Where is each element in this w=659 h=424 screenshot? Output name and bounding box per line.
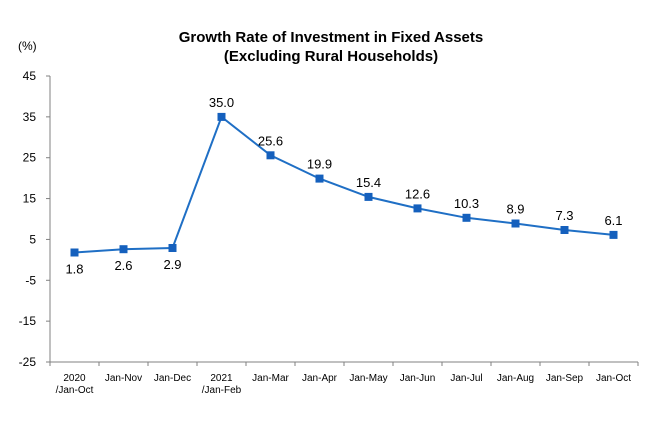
data-label: 1.8 <box>65 262 83 277</box>
x-tick-label: Jan-Sep <box>546 373 584 384</box>
data-label: 19.9 <box>307 157 332 172</box>
chart-subtitle: (Excluding Rural Households) <box>224 48 438 65</box>
x-tick-label: Jan-Mar <box>252 373 289 384</box>
data-label: 8.9 <box>506 201 524 216</box>
series-line-group <box>70 112 618 257</box>
data-label: 7.3 <box>555 208 573 223</box>
y-tick-label: -25 <box>19 355 37 369</box>
x-tick-label: Jan-Aug <box>497 373 534 384</box>
data-label: 2.9 <box>163 257 181 272</box>
x-tick-label: Jan-Nov <box>105 373 142 384</box>
data-point-marker <box>266 151 275 160</box>
data-point-marker <box>364 192 373 201</box>
axes <box>49 76 638 363</box>
y-tick-label: 45 <box>23 69 37 83</box>
data-label: 12.6 <box>405 186 430 201</box>
data-label: 15.4 <box>356 175 381 190</box>
y-axis-label: (%) <box>18 39 37 53</box>
chart-title: Growth Rate of Investment in Fixed Asset… <box>179 29 484 46</box>
data-label: 6.1 <box>604 213 622 228</box>
y-axis-ticks: 45 35 25 15 5 -5 -15 -25 <box>19 69 50 369</box>
data-point-marker <box>315 174 324 183</box>
x-tick-label: Jan-Jun <box>400 373 436 384</box>
data-point-marker <box>119 245 128 254</box>
y-tick-label: 5 <box>29 232 36 246</box>
data-point-marker <box>462 213 471 222</box>
x-tick-label: 2021/Jan-Feb <box>202 373 242 396</box>
y-tick-label: 35 <box>23 110 37 124</box>
x-tick-label: 2020/Jan-Oct <box>56 373 94 396</box>
data-point-marker <box>413 204 422 213</box>
y-tick-label: 25 <box>23 151 37 165</box>
x-axis-ticks: 2020/Jan-Oct Jan-Nov Jan-Dec 2021/Jan-Feb Ja… <box>49 362 639 396</box>
x-tick-label: Jan-Apr <box>302 373 338 384</box>
data-label: 10.3 <box>454 196 479 211</box>
x-tick-label: Jan-Dec <box>154 373 191 384</box>
y-tick-label: 15 <box>23 192 37 206</box>
x-tick-label: Jan-May <box>349 373 387 384</box>
x-tick-label: Jan-Jul <box>450 373 482 384</box>
data-point-marker <box>168 244 177 252</box>
data-point-marker <box>609 230 618 239</box>
y-tick-label: -15 <box>19 314 37 328</box>
data-point-marker <box>511 219 520 228</box>
data-labels: 1.8 2.6 2.9 35.0 25.6 19.9 15.4 12.6 10.3 8.9 7.3 6… <box>65 95 622 277</box>
data-point-marker <box>217 112 226 121</box>
data-label: 25.6 <box>258 133 283 148</box>
data-label: 35.0 <box>209 95 234 110</box>
x-tick-label: Jan-Oct <box>596 373 631 384</box>
series-line <box>74 115 614 254</box>
data-point-marker <box>70 248 79 257</box>
y-tick-label: -5 <box>25 273 36 287</box>
data-point-marker <box>560 226 569 234</box>
data-label: 2.6 <box>114 258 132 273</box>
